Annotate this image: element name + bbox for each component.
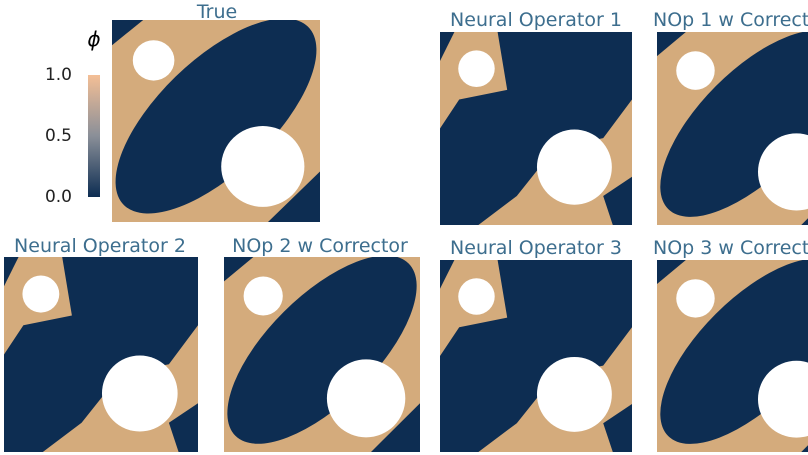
panel-title: Neural Operator 3 [450, 237, 622, 259]
colorbar-ticks: 1.0 0.5 0.0 [45, 65, 72, 207]
panel-title: True [196, 1, 237, 23]
field-image [657, 32, 808, 225]
panel-title: Neural Operator 1 [450, 9, 622, 31]
colorbar-label: ϕ [87, 27, 100, 51]
colorbar [88, 75, 100, 197]
panel-title: NOp 2 w Corrector [232, 235, 408, 257]
field-image [440, 32, 632, 225]
panel-title: NOp 3 w Corrector [653, 237, 808, 259]
colorbar-tick-label: 0.0 [45, 187, 72, 207]
field-image [224, 257, 420, 452]
panel-title: Neural Operator 2 [14, 235, 186, 257]
colorbar-tick-label: 0.5 [45, 126, 72, 146]
field-image [4, 257, 198, 452]
panel-title: NOp 1 w Corrector [653, 9, 808, 31]
field-image [657, 260, 808, 452]
colorbar-tick-label: 1.0 [45, 65, 72, 85]
field-image [440, 260, 632, 452]
field-image [112, 20, 320, 222]
